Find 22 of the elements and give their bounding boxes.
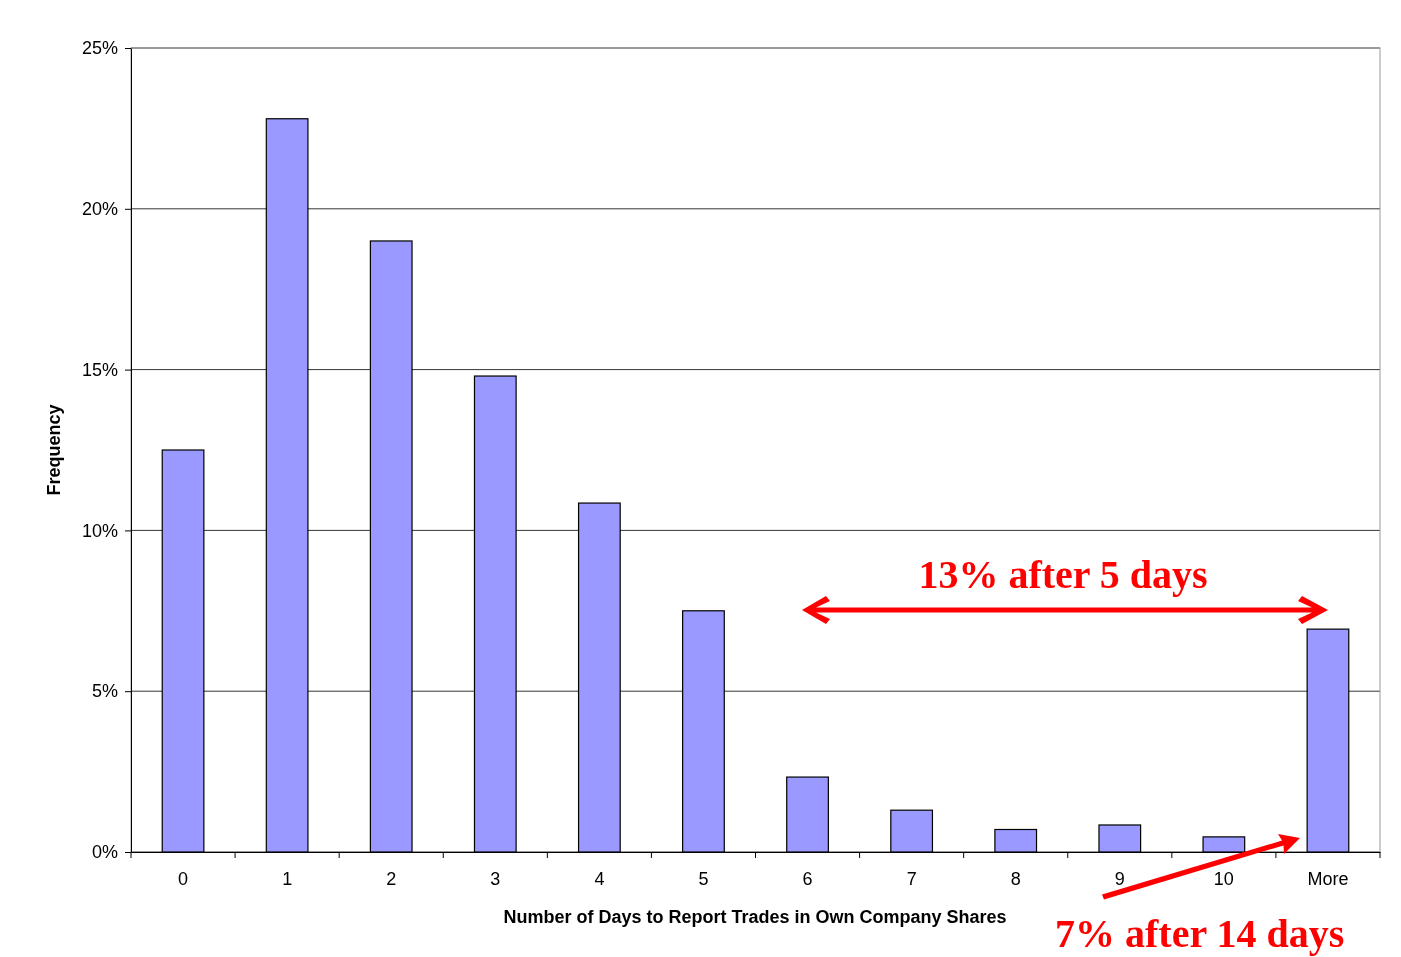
x-tick-label: 2 bbox=[386, 868, 397, 889]
y-tick-label: 25% bbox=[81, 38, 118, 59]
x-tick-label: 9 bbox=[1114, 868, 1125, 889]
x-tick-label: 10 bbox=[1213, 868, 1234, 889]
y-tick-label: 5% bbox=[91, 681, 118, 702]
y-tick-label: 20% bbox=[81, 199, 118, 220]
x-tick-label: 5 bbox=[698, 868, 709, 889]
x-tick-label: 4 bbox=[594, 868, 605, 889]
x-tick-label: More bbox=[1307, 868, 1349, 889]
annotation: 13% after 5 days bbox=[918, 552, 1208, 597]
x-tick-label: 8 bbox=[1010, 868, 1021, 889]
x-tick-label: 6 bbox=[802, 868, 813, 889]
y-tick-label: 15% bbox=[81, 359, 118, 380]
text: 7% after 14 days bbox=[1055, 911, 1345, 956]
x-tick-label: 1 bbox=[282, 868, 293, 889]
x-tick-label: 3 bbox=[490, 868, 501, 889]
y-tick-label: 0% bbox=[91, 842, 118, 863]
y-tick-label: 10% bbox=[81, 520, 118, 541]
x-tick-label: 7 bbox=[906, 868, 917, 889]
x-tick-label: 0 bbox=[178, 868, 189, 889]
x-axis-title: Number of Days to Report Trades in Own Company Shares bbox=[503, 907, 1007, 927]
y-axis-title: Frequency bbox=[44, 404, 64, 496]
